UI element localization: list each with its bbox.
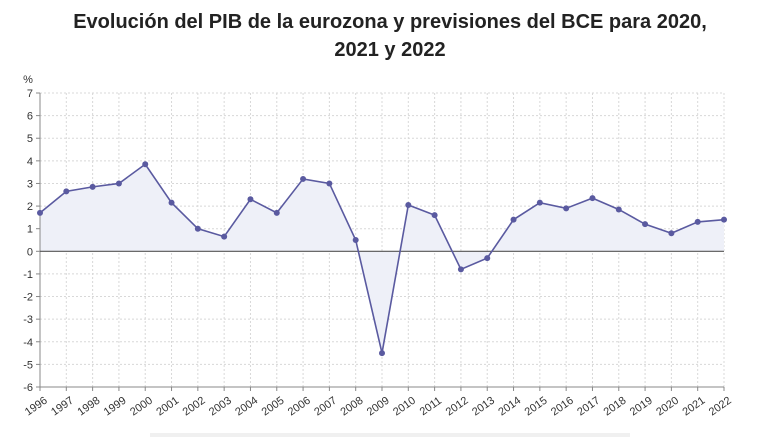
y-tick-label: 3 xyxy=(27,178,33,190)
x-tick-label: 2011 xyxy=(418,395,444,418)
data-point-2015 xyxy=(536,199,543,206)
x-tick-label: 2004 xyxy=(233,395,260,419)
x-tick-label: 2015 xyxy=(523,395,550,419)
data-point-2007 xyxy=(326,180,333,187)
data-point-2011 xyxy=(431,212,438,219)
chart-title-line-2: 2021 y 2022 xyxy=(334,39,446,61)
data-point-1998 xyxy=(89,183,96,190)
data-point-2005 xyxy=(273,209,280,216)
data-point-2016 xyxy=(563,205,570,212)
x-tick-label: 2012 xyxy=(444,395,471,419)
data-point-1997 xyxy=(63,188,70,195)
x-tick-label: 2016 xyxy=(549,395,576,419)
x-tick-label: 1999 xyxy=(102,395,129,419)
data-point-2017 xyxy=(589,195,596,202)
x-tick-label: 1997 xyxy=(49,395,76,419)
data-point-1999 xyxy=(115,180,122,187)
data-point-2001 xyxy=(168,199,175,206)
data-point-2004 xyxy=(247,196,254,203)
x-tick-label: 1996 xyxy=(23,395,50,419)
x-tick-label: 2003 xyxy=(207,395,234,419)
x-tick-label: 2000 xyxy=(128,395,155,419)
y-tick-label: 4 xyxy=(27,156,33,168)
data-point-2021 xyxy=(694,218,701,225)
x-tick-label: 2020 xyxy=(654,395,681,419)
area-fill xyxy=(40,164,724,354)
x-tick-label: 2008 xyxy=(339,395,366,419)
x-tick-label: 1998 xyxy=(75,395,102,419)
y-tick-label: -6 xyxy=(23,382,33,394)
data-point-2000 xyxy=(142,161,149,168)
x-tick-label: 2005 xyxy=(260,395,287,419)
y-tick-label: -4 xyxy=(23,337,33,349)
data-point-2014 xyxy=(510,216,517,223)
x-tick-label: 2009 xyxy=(365,395,392,419)
y-tick-label: 6 xyxy=(27,111,33,123)
x-tick-label: 2017 xyxy=(575,395,602,419)
x-tick-label: 2013 xyxy=(470,395,497,419)
x-tick-label: 2007 xyxy=(312,395,339,419)
chart-title-line-1: Evolución del PIB de la eurozona y previ… xyxy=(73,11,707,33)
data-point-2018 xyxy=(615,206,622,213)
x-tick-label: 2021 xyxy=(681,395,708,419)
x-tick-label: 2010 xyxy=(391,395,418,419)
x-tick-label: 2014 xyxy=(496,395,523,419)
x-tick-label: 2019 xyxy=(628,395,655,419)
y-tick-label: -5 xyxy=(23,359,33,371)
y-tick-label: 1 xyxy=(27,224,33,236)
x-tick-label: 2001 xyxy=(154,395,181,419)
data-point-2002 xyxy=(194,225,201,232)
data-point-1996 xyxy=(37,209,43,216)
data-points xyxy=(37,161,727,357)
y-tick-label: -2 xyxy=(23,292,33,304)
data-point-2010 xyxy=(405,201,412,208)
axes xyxy=(36,92,725,391)
data-point-2006 xyxy=(300,175,307,182)
y-tick-label: -1 xyxy=(23,269,33,281)
y-tick-label: 0 xyxy=(27,246,33,258)
data-point-2009 xyxy=(379,350,385,357)
data-point-2020 xyxy=(668,230,675,237)
y-axis-unit: % xyxy=(23,74,33,86)
x-tick-label: 2018 xyxy=(602,395,629,419)
y-tick-label: -3 xyxy=(23,314,33,326)
y-tick-label: 7 xyxy=(27,88,33,100)
data-point-2003 xyxy=(221,233,228,240)
data-point-2022 xyxy=(721,216,727,223)
area-region xyxy=(40,164,724,354)
chart-title: Evolución del PIB de la eurozona y previ… xyxy=(0,8,780,64)
x-tick-label: 2006 xyxy=(286,395,313,419)
x-tick-label: 2002 xyxy=(181,395,208,419)
y-tick-label: 5 xyxy=(27,133,33,145)
data-point-2012 xyxy=(457,266,464,273)
data-point-2008 xyxy=(352,237,359,243)
data-point-2019 xyxy=(642,221,649,228)
x-tick-label: 2022 xyxy=(707,395,734,419)
footer-strip xyxy=(150,433,630,437)
y-tick-label: 2 xyxy=(27,201,33,213)
data-point-2013 xyxy=(484,255,491,262)
